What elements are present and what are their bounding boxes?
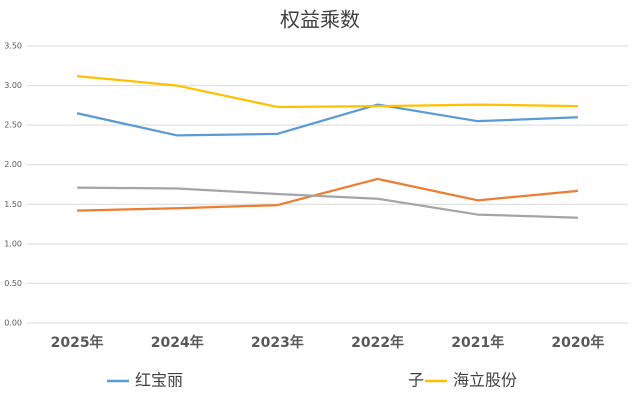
line-series	[76, 74, 578, 109]
redaction	[205, 366, 395, 398]
line-series	[77, 177, 579, 212]
y-tick-label: 3.50	[4, 42, 22, 51]
legend-label: 红宝丽	[135, 371, 183, 390]
line-series	[77, 186, 578, 219]
y-tick-label: 0.50	[4, 279, 22, 288]
y-tick-label: 1.50	[4, 200, 22, 209]
line-series	[76, 103, 578, 137]
y-tick-label: 2.00	[4, 160, 22, 169]
legend-label: 子	[408, 371, 424, 390]
x-tick-label: 2022年	[351, 334, 404, 351]
x-tick-label: 2021年	[451, 334, 504, 351]
x-tick-label: 2023年	[251, 334, 304, 351]
legend-label: 海立股份	[453, 371, 517, 390]
chart-title: 权益乘数	[280, 8, 360, 32]
y-tick-label: 1.00	[4, 239, 22, 248]
y-tick-label: 2.50	[4, 121, 22, 130]
y-tick-label: 0.00	[4, 319, 22, 328]
x-tick-label: 2024年	[151, 334, 204, 351]
x-tick-label: 2020年	[551, 334, 604, 351]
x-tick-label: 2025年	[51, 334, 104, 351]
y-tick-label: 3.00	[4, 81, 22, 90]
